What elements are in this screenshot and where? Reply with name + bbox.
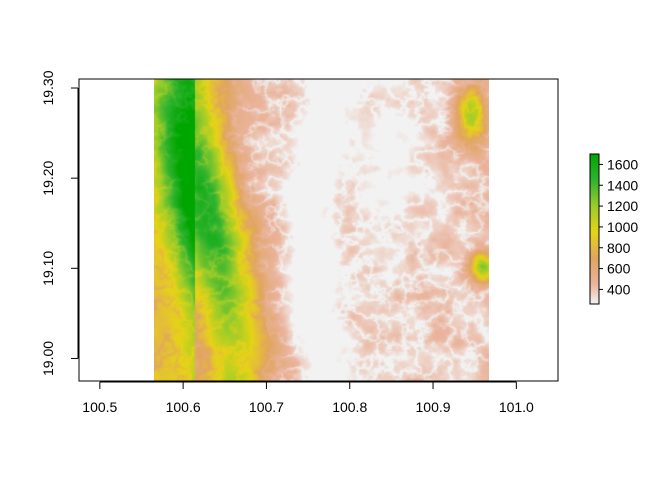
legend-ticks: 400 600 800 1000 1200 1400 1600 (599, 156, 638, 297)
legend-tick-label: 1400 (607, 177, 638, 193)
x-tick-label: 100.8 (332, 399, 367, 415)
raster-image (153, 79, 489, 381)
legend-tick-label: 800 (607, 240, 631, 256)
x-tick-label: 100.7 (249, 399, 284, 415)
x-tick-label: 100.9 (416, 399, 451, 415)
legend-tick-label: 1000 (607, 219, 638, 235)
x-axis: 100.5 100.6 100.7 100.8 100.9 101.0 (82, 381, 534, 415)
color-legend: 400 600 800 1000 1200 1400 1600 (589, 153, 638, 305)
y-tick-label: 19.10 (40, 251, 56, 286)
legend-tick-label: 600 (607, 261, 631, 277)
legend-color-bar (589, 153, 600, 305)
x-tick-label: 100.5 (82, 399, 117, 415)
elevation-raster (153, 79, 489, 381)
y-tick-label: 19.20 (40, 160, 56, 195)
legend-tick-label: 1200 (607, 198, 638, 214)
y-tick-label: 19.00 (40, 341, 56, 376)
legend-tick-label: 400 (607, 281, 631, 297)
x-tick-label: 101.0 (499, 399, 534, 415)
y-tick-label: 19.30 (40, 70, 56, 105)
legend-tick-label: 1600 (607, 156, 638, 172)
x-tick-label: 100.6 (166, 399, 201, 415)
plot-frame (78, 78, 559, 382)
y-axis: 19.00 19.10 19.20 19.30 (40, 70, 79, 376)
